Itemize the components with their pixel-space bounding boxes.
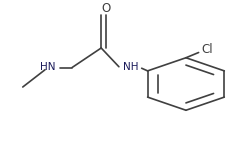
Text: HN: HN	[40, 62, 56, 72]
Text: Cl: Cl	[200, 43, 212, 56]
Text: O: O	[101, 3, 110, 15]
Text: NH: NH	[122, 62, 138, 72]
